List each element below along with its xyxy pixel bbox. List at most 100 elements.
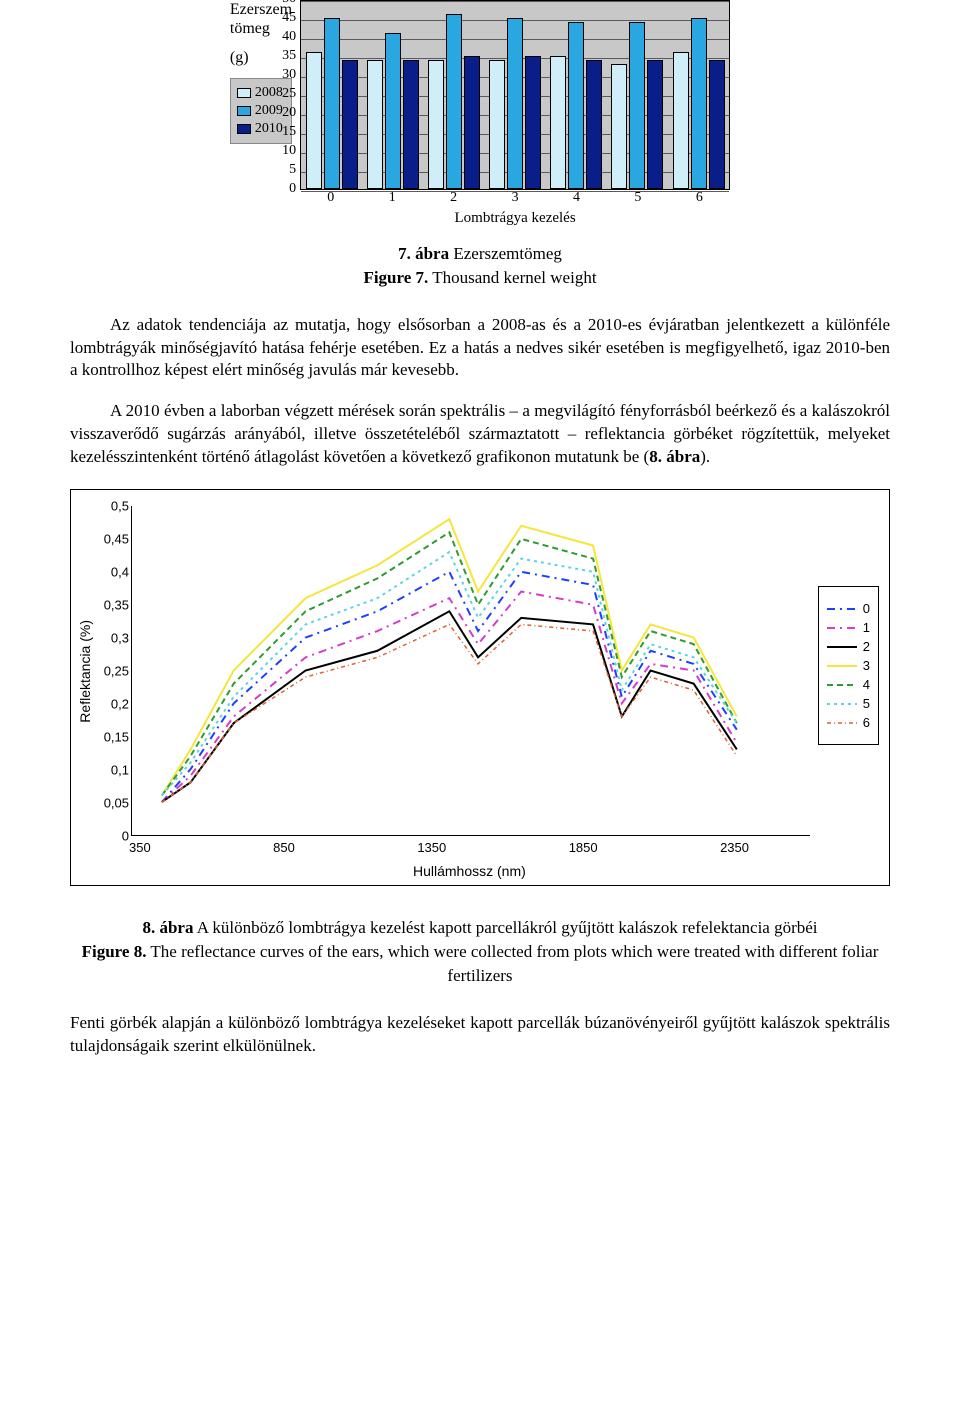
chart1-ytick: 40 (282, 29, 296, 45)
legend-label: 2 (863, 639, 870, 654)
bar-group (301, 1, 362, 189)
chart2-xtick: 1350 (417, 840, 446, 855)
bar (586, 60, 602, 189)
chart1-ytick: 5 (289, 162, 296, 178)
legend-label: 0 (863, 601, 870, 616)
chart1-ytick: 35 (282, 48, 296, 64)
series-line (162, 611, 737, 802)
chart2-legend: 0 1 2 3 4 5 6 (818, 586, 879, 745)
series-line (162, 592, 737, 803)
chart1-yticks: 50454035302520151050 (272, 0, 296, 189)
bar (709, 60, 725, 189)
chart2-y-title: Reflektancia (%) (77, 620, 93, 723)
bar (306, 52, 322, 189)
bar (342, 60, 358, 189)
figure7-caption: 7. ábra Ezerszemtömeg Figure 7. Thousand… (70, 242, 890, 290)
bar (550, 56, 566, 189)
chart2-xtick: 2350 (720, 840, 749, 855)
chart1-ytick: 50 (282, 0, 296, 7)
series-line (162, 533, 737, 796)
para2-pre: A 2010 évben a laborban végzett mérések … (70, 401, 890, 466)
legend-row: 0 (827, 601, 870, 616)
chart1-xtick: 6 (669, 190, 730, 206)
chart2-ytick: 0,1 (111, 763, 129, 778)
chart2-ytick: 0,3 (111, 631, 129, 646)
legend-row: 3 (827, 658, 870, 673)
legend-swatch (237, 106, 251, 116)
chart1-plot-area (300, 0, 730, 190)
legend-line-sample (827, 718, 857, 728)
bar (428, 60, 444, 189)
chart1-xtick: 4 (546, 190, 607, 206)
bar (324, 18, 340, 189)
chart1-ytick: 20 (282, 105, 296, 121)
fig7-title-en: Thousand kernel weight (432, 268, 596, 287)
chart2-ytick: 0,2 (111, 697, 129, 712)
bar-group (485, 1, 546, 189)
bar-group (423, 1, 484, 189)
chart2-ytick: 0,05 (104, 796, 129, 811)
chart1-xtick: 0 (300, 190, 361, 206)
chart1-ytick: 30 (282, 67, 296, 83)
chart1-xtick: 2 (423, 190, 484, 206)
chart2-x-title: Hullámhossz (nm) (129, 863, 810, 879)
chart2-xtick: 350 (129, 840, 151, 855)
fig8-label-hu: 8. ábra (142, 918, 193, 937)
paragraph-2: A 2010 évben a laborban végzett mérések … (70, 400, 890, 469)
bar (568, 22, 584, 189)
bar (446, 14, 462, 189)
thousand-kernel-bar-chart: Ezerszem tömeg (g) 200820092010 50454035… (70, 0, 890, 227)
bar-group (668, 1, 729, 189)
legend-line-sample (827, 604, 857, 614)
bar (525, 56, 541, 189)
bar (647, 60, 663, 189)
chart2-ytick: 0,4 (111, 565, 129, 580)
chart2-ytick: 0,5 (111, 499, 129, 514)
legend-label: 4 (863, 677, 870, 692)
legend-line-sample (827, 680, 857, 690)
bar (507, 18, 523, 189)
chart1-x-title: Lombtrágya kezelés (300, 210, 730, 227)
chart1-bars (301, 1, 729, 189)
para2-bold: 8. ábra (649, 447, 700, 466)
bar-group (546, 1, 607, 189)
legend-swatch (237, 88, 251, 98)
legend-line-sample (827, 623, 857, 633)
chart2-ytick: 0,45 (104, 532, 129, 547)
bar-group (362, 1, 423, 189)
fig7-title-hu: Ezerszemtömeg (453, 244, 562, 263)
chart2-ytick: 0,35 (104, 598, 129, 613)
legend-label: 1 (863, 620, 870, 635)
fig7-label-en: Figure 7. (363, 268, 428, 287)
chart2-ytick: 0 (122, 829, 129, 844)
bar (464, 56, 480, 189)
fig8-title-hu: A különböző lombtrágya kezelést kapott p… (197, 918, 818, 937)
chart2-yticks: 0,50,450,40,350,30,250,20,150,10,050 (95, 506, 131, 836)
paragraph-1: Az adatok tendenciája az mutatja, hogy e… (70, 314, 890, 383)
legend-row: 2 (827, 639, 870, 654)
bar (611, 64, 627, 189)
chart2-svg (132, 506, 810, 835)
bar (385, 33, 401, 189)
chart1-xtick: 5 (607, 190, 668, 206)
chart2-xtick: 850 (273, 840, 295, 855)
reflectance-line-chart: Reflektancia (%) 0,50,450,40,350,30,250,… (70, 489, 890, 886)
legend-label: 3 (863, 658, 870, 673)
legend-row: 4 (827, 677, 870, 692)
legend-label: 6 (863, 715, 870, 730)
chart2-ytick: 0,25 (104, 664, 129, 679)
chart2-xtick: 1850 (569, 840, 598, 855)
legend-swatch (237, 124, 251, 134)
legend-line-sample (827, 699, 857, 709)
legend-line-sample (827, 661, 857, 671)
para2-post: ). (700, 447, 710, 466)
series-line (162, 519, 737, 795)
series-line (162, 552, 737, 795)
chart2-ytick: 0,15 (104, 730, 129, 745)
legend-row: 5 (827, 696, 870, 711)
chart2-plot-area (131, 506, 810, 836)
chart1-ytick: 0 (289, 181, 296, 197)
legend-label: 5 (863, 696, 870, 711)
figure8-caption: 8. ábra A különböző lombtrágya kezelést … (70, 916, 890, 987)
fig7-label-hu: 7. ábra (398, 244, 449, 263)
